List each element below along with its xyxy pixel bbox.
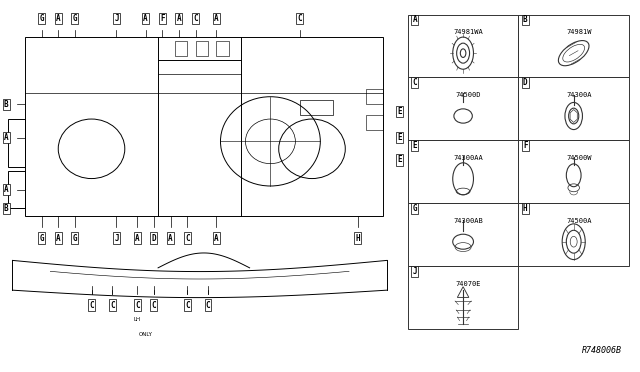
- Text: A: A: [56, 14, 61, 23]
- Text: A: A: [214, 234, 219, 243]
- Text: C: C: [185, 301, 189, 310]
- Text: D: D: [152, 234, 156, 243]
- Text: 74300A: 74300A: [566, 92, 592, 98]
- Text: A: A: [56, 234, 61, 243]
- Text: C: C: [185, 234, 189, 243]
- Text: A: A: [177, 14, 181, 23]
- Text: G: G: [72, 14, 77, 23]
- Text: A: A: [214, 14, 219, 23]
- Text: 74981W: 74981W: [566, 29, 592, 35]
- Text: F: F: [160, 14, 164, 23]
- Text: J: J: [412, 267, 417, 276]
- Text: F: F: [523, 141, 527, 150]
- Text: R748006B: R748006B: [582, 346, 622, 355]
- Text: H: H: [355, 234, 360, 243]
- Text: C: C: [193, 14, 198, 23]
- Text: 74981WA: 74981WA: [454, 29, 483, 35]
- Text: D: D: [523, 78, 527, 87]
- Text: J: J: [114, 14, 119, 23]
- Text: C: C: [152, 301, 156, 310]
- Text: A: A: [168, 234, 173, 243]
- Text: A: A: [135, 234, 140, 243]
- Text: E: E: [397, 107, 402, 116]
- Text: G: G: [72, 234, 77, 243]
- Text: A: A: [412, 16, 417, 25]
- Text: C: C: [89, 301, 94, 310]
- Text: B: B: [4, 100, 8, 109]
- Text: A: A: [4, 133, 8, 142]
- Text: 74300AB: 74300AB: [454, 218, 483, 224]
- Text: C: C: [297, 14, 302, 23]
- Text: B: B: [4, 204, 8, 213]
- Text: C: C: [110, 301, 115, 310]
- Text: E: E: [397, 155, 402, 164]
- Text: G: G: [412, 204, 417, 213]
- Text: C: C: [205, 301, 211, 310]
- Text: 74300AA: 74300AA: [454, 155, 483, 161]
- Text: H: H: [523, 204, 527, 213]
- Text: G: G: [39, 14, 44, 23]
- Text: ONLY: ONLY: [139, 332, 152, 337]
- Text: LH: LH: [134, 317, 141, 323]
- Text: A: A: [143, 14, 148, 23]
- Text: A: A: [4, 185, 8, 194]
- Text: J: J: [114, 234, 119, 243]
- Text: G: G: [39, 234, 44, 243]
- Text: 74500W: 74500W: [566, 155, 592, 161]
- Text: C: C: [412, 78, 417, 87]
- Text: 74500D: 74500D: [456, 92, 481, 98]
- Text: E: E: [397, 133, 402, 142]
- Text: 74500A: 74500A: [566, 218, 592, 224]
- Text: 74070E: 74070E: [456, 281, 481, 287]
- Text: C: C: [135, 301, 140, 310]
- Text: B: B: [523, 16, 527, 25]
- Text: E: E: [412, 141, 417, 150]
